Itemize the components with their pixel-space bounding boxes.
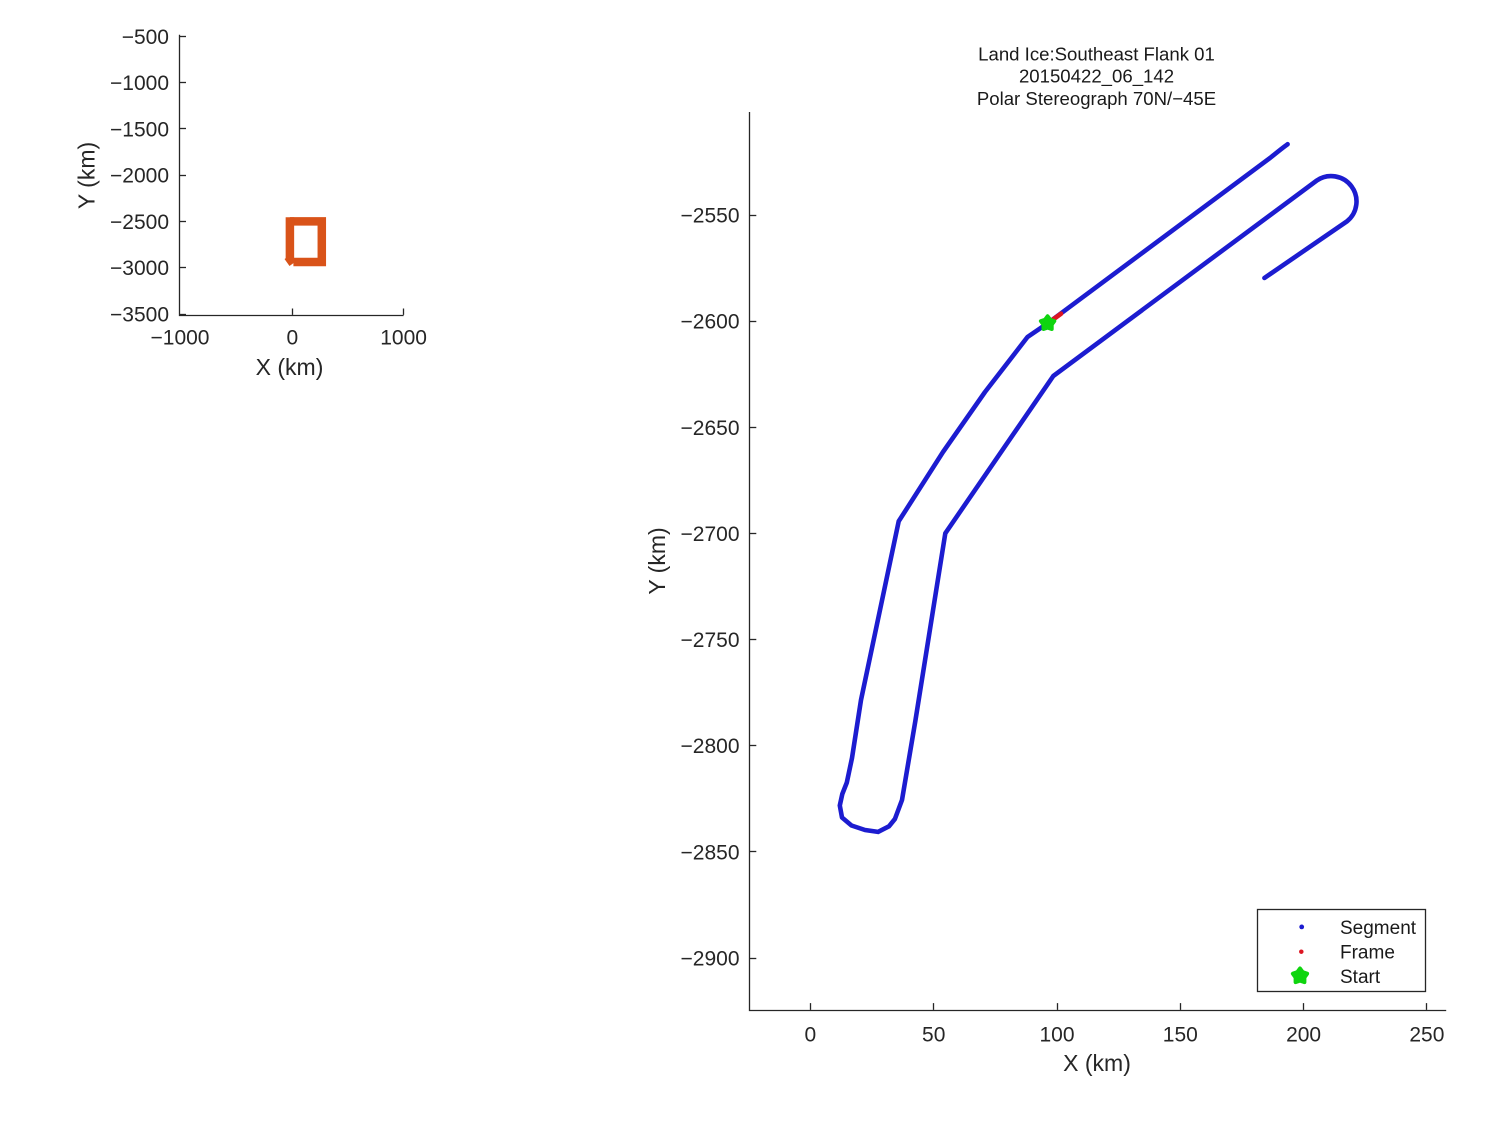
- svg-text:−2500: −2500: [110, 211, 169, 234]
- svg-text:−2800: −2800: [681, 735, 740, 758]
- svg-text:−2650: −2650: [681, 417, 740, 440]
- svg-text:50: 50: [922, 1024, 945, 1047]
- svg-text:Segment: Segment: [1340, 918, 1417, 939]
- svg-text:Y (km): Y (km): [644, 527, 670, 594]
- svg-text:150: 150: [1163, 1024, 1198, 1047]
- svg-text:−2850: −2850: [681, 841, 740, 864]
- svg-text:100: 100: [1039, 1024, 1074, 1047]
- svg-text:−2700: −2700: [681, 523, 740, 546]
- svg-text:Y (km): Y (km): [74, 142, 100, 209]
- svg-text:20150422_06_142: 20150422_06_142: [1019, 66, 1174, 88]
- svg-text:Start: Start: [1340, 967, 1381, 988]
- svg-text:−1500: −1500: [110, 118, 169, 141]
- svg-text:−1000: −1000: [110, 72, 169, 95]
- svg-text:X (km): X (km): [256, 354, 324, 380]
- svg-text:X (km): X (km): [1063, 1050, 1131, 1076]
- svg-text:1000: 1000: [380, 327, 427, 350]
- svg-text:Polar Stereograph 70N/−45E: Polar Stereograph 70N/−45E: [977, 88, 1216, 109]
- svg-text:−2000: −2000: [110, 165, 169, 188]
- svg-text:−3000: −3000: [110, 257, 169, 280]
- svg-text:−2600: −2600: [681, 311, 740, 334]
- svg-text:−2550: −2550: [681, 205, 740, 228]
- svg-text:−2750: −2750: [681, 629, 740, 652]
- svg-text:Land Ice:Southeast Flank 01: Land Ice:Southeast Flank 01: [978, 44, 1215, 65]
- svg-text:0: 0: [287, 327, 299, 350]
- svg-text:Frame: Frame: [1340, 943, 1395, 964]
- svg-text:250: 250: [1409, 1024, 1444, 1047]
- svg-text:−2900: −2900: [681, 947, 740, 970]
- svg-text:−500: −500: [122, 26, 169, 49]
- svg-text:0: 0: [805, 1024, 817, 1047]
- svg-text:−1000: −1000: [151, 327, 210, 350]
- svg-text:200: 200: [1286, 1024, 1321, 1047]
- svg-text:−3500: −3500: [110, 304, 169, 327]
